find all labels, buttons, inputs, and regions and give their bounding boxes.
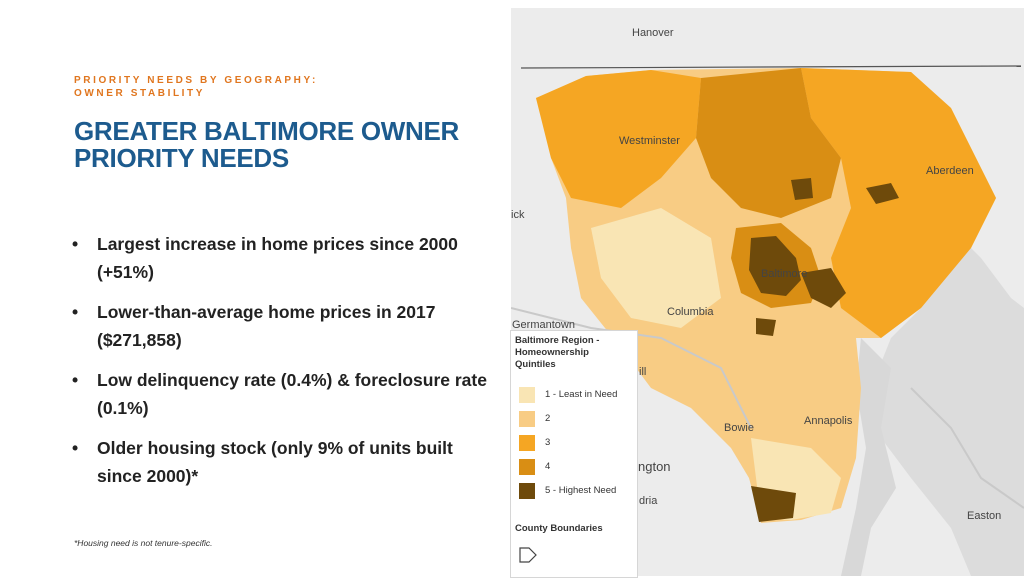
howard-county [591, 208, 721, 328]
river-water [841, 338, 896, 576]
carroll-county [536, 70, 701, 208]
map-label-annapolis: Annapolis [804, 415, 853, 427]
legend-item: 5 - Highest Need [519, 483, 635, 499]
legend-label: 2 [545, 413, 551, 424]
bullet-text: Low delinquency rate (0.4%) & foreclosur… [97, 370, 487, 418]
bullet-icon: • [72, 438, 79, 458]
map-label-westminster: Westminster [619, 135, 680, 147]
aberdeen-tract [866, 183, 899, 204]
footnote: *Housing need is not tenure-specific. [74, 538, 213, 548]
map-legend: Baltimore Region - Homeownership Quintil… [510, 330, 638, 578]
legend-item: 1 - Least in Need [519, 387, 635, 403]
anne-arundel-north [711, 308, 856, 448]
map-label-bowie: Bowie [724, 422, 754, 434]
harford-county [801, 68, 996, 338]
map-label-easton: Easton [967, 510, 1002, 522]
legend-label: 5 - Highest Need [545, 485, 617, 496]
bullet-list: • Largest increase in home prices since 2… [72, 230, 492, 502]
legend-swatch [519, 483, 535, 499]
highway-line [910, 387, 1024, 509]
legend-label: 4 [545, 461, 551, 472]
bullet-text: Largest increase in home prices since 20… [97, 234, 458, 282]
legend-item: 2 [519, 411, 635, 427]
bullet-text: Lower-than-average home prices in 2017 (… [97, 302, 436, 350]
glen-burnie-tract [756, 318, 776, 336]
towson-tract [791, 178, 813, 200]
legend-boundaries-label: County Boundaries [515, 523, 603, 534]
bullet-item: • Low delinquency rate (0.4%) & foreclosu… [72, 366, 492, 422]
bullet-icon: • [72, 370, 79, 390]
map-label-alexandria: dria [639, 495, 658, 507]
map-label-gaithersburg: ill [639, 366, 647, 378]
legend-label: 1 - Least in Need [545, 389, 618, 400]
high-need-south [751, 486, 796, 522]
legend-swatch [519, 411, 535, 427]
dundalk-area [801, 268, 846, 308]
map-label-baltimore: Baltimore [761, 268, 808, 280]
legend-swatch [519, 435, 535, 451]
map-label-columbia: Columbia [667, 306, 714, 318]
legend-swatch [519, 459, 535, 475]
highway-line [511, 307, 752, 429]
bay-water [871, 218, 1024, 576]
bullet-item: • Lower-than-average home prices in 2017 … [72, 298, 492, 354]
legend-label: 3 [545, 437, 551, 448]
bullet-item: • Largest increase in home prices since 2… [72, 230, 492, 286]
section-eyebrow: PRIORITY NEEDS BY GEOGRAPHY: OWNER STABI… [74, 75, 318, 99]
bullet-icon: • [72, 234, 79, 254]
legend-item: 3 [519, 435, 635, 451]
bullet-text: Older housing stock (only 9% of units bu… [97, 438, 453, 486]
map-label-washington: ngton [638, 459, 671, 474]
bullet-icon: • [72, 302, 79, 322]
map-label-aberdeen: Aberdeen [926, 165, 974, 177]
slide-title: GREATER BALTIMORE OWNER PRIORITY NEEDS [74, 116, 460, 173]
legend-title: Baltimore Region - Homeownership Quintil… [515, 335, 600, 370]
county-boundary-icon [519, 547, 537, 563]
bullet-item: • Older housing stock (only 9% of units b… [72, 434, 492, 490]
map-svg [511, 8, 1024, 576]
region-map: Hanover Westminster Aberdeen ick Baltimo… [511, 8, 1024, 576]
map-label-frederick: ick [511, 209, 525, 221]
legend-item: 4 [519, 459, 635, 475]
baltimore-city [749, 236, 801, 296]
legend-swatch [519, 387, 535, 403]
state-boundary [520, 65, 1022, 69]
map-label-germantown: Germantown [512, 319, 575, 331]
map-label-hanover: Hanover [632, 27, 674, 39]
